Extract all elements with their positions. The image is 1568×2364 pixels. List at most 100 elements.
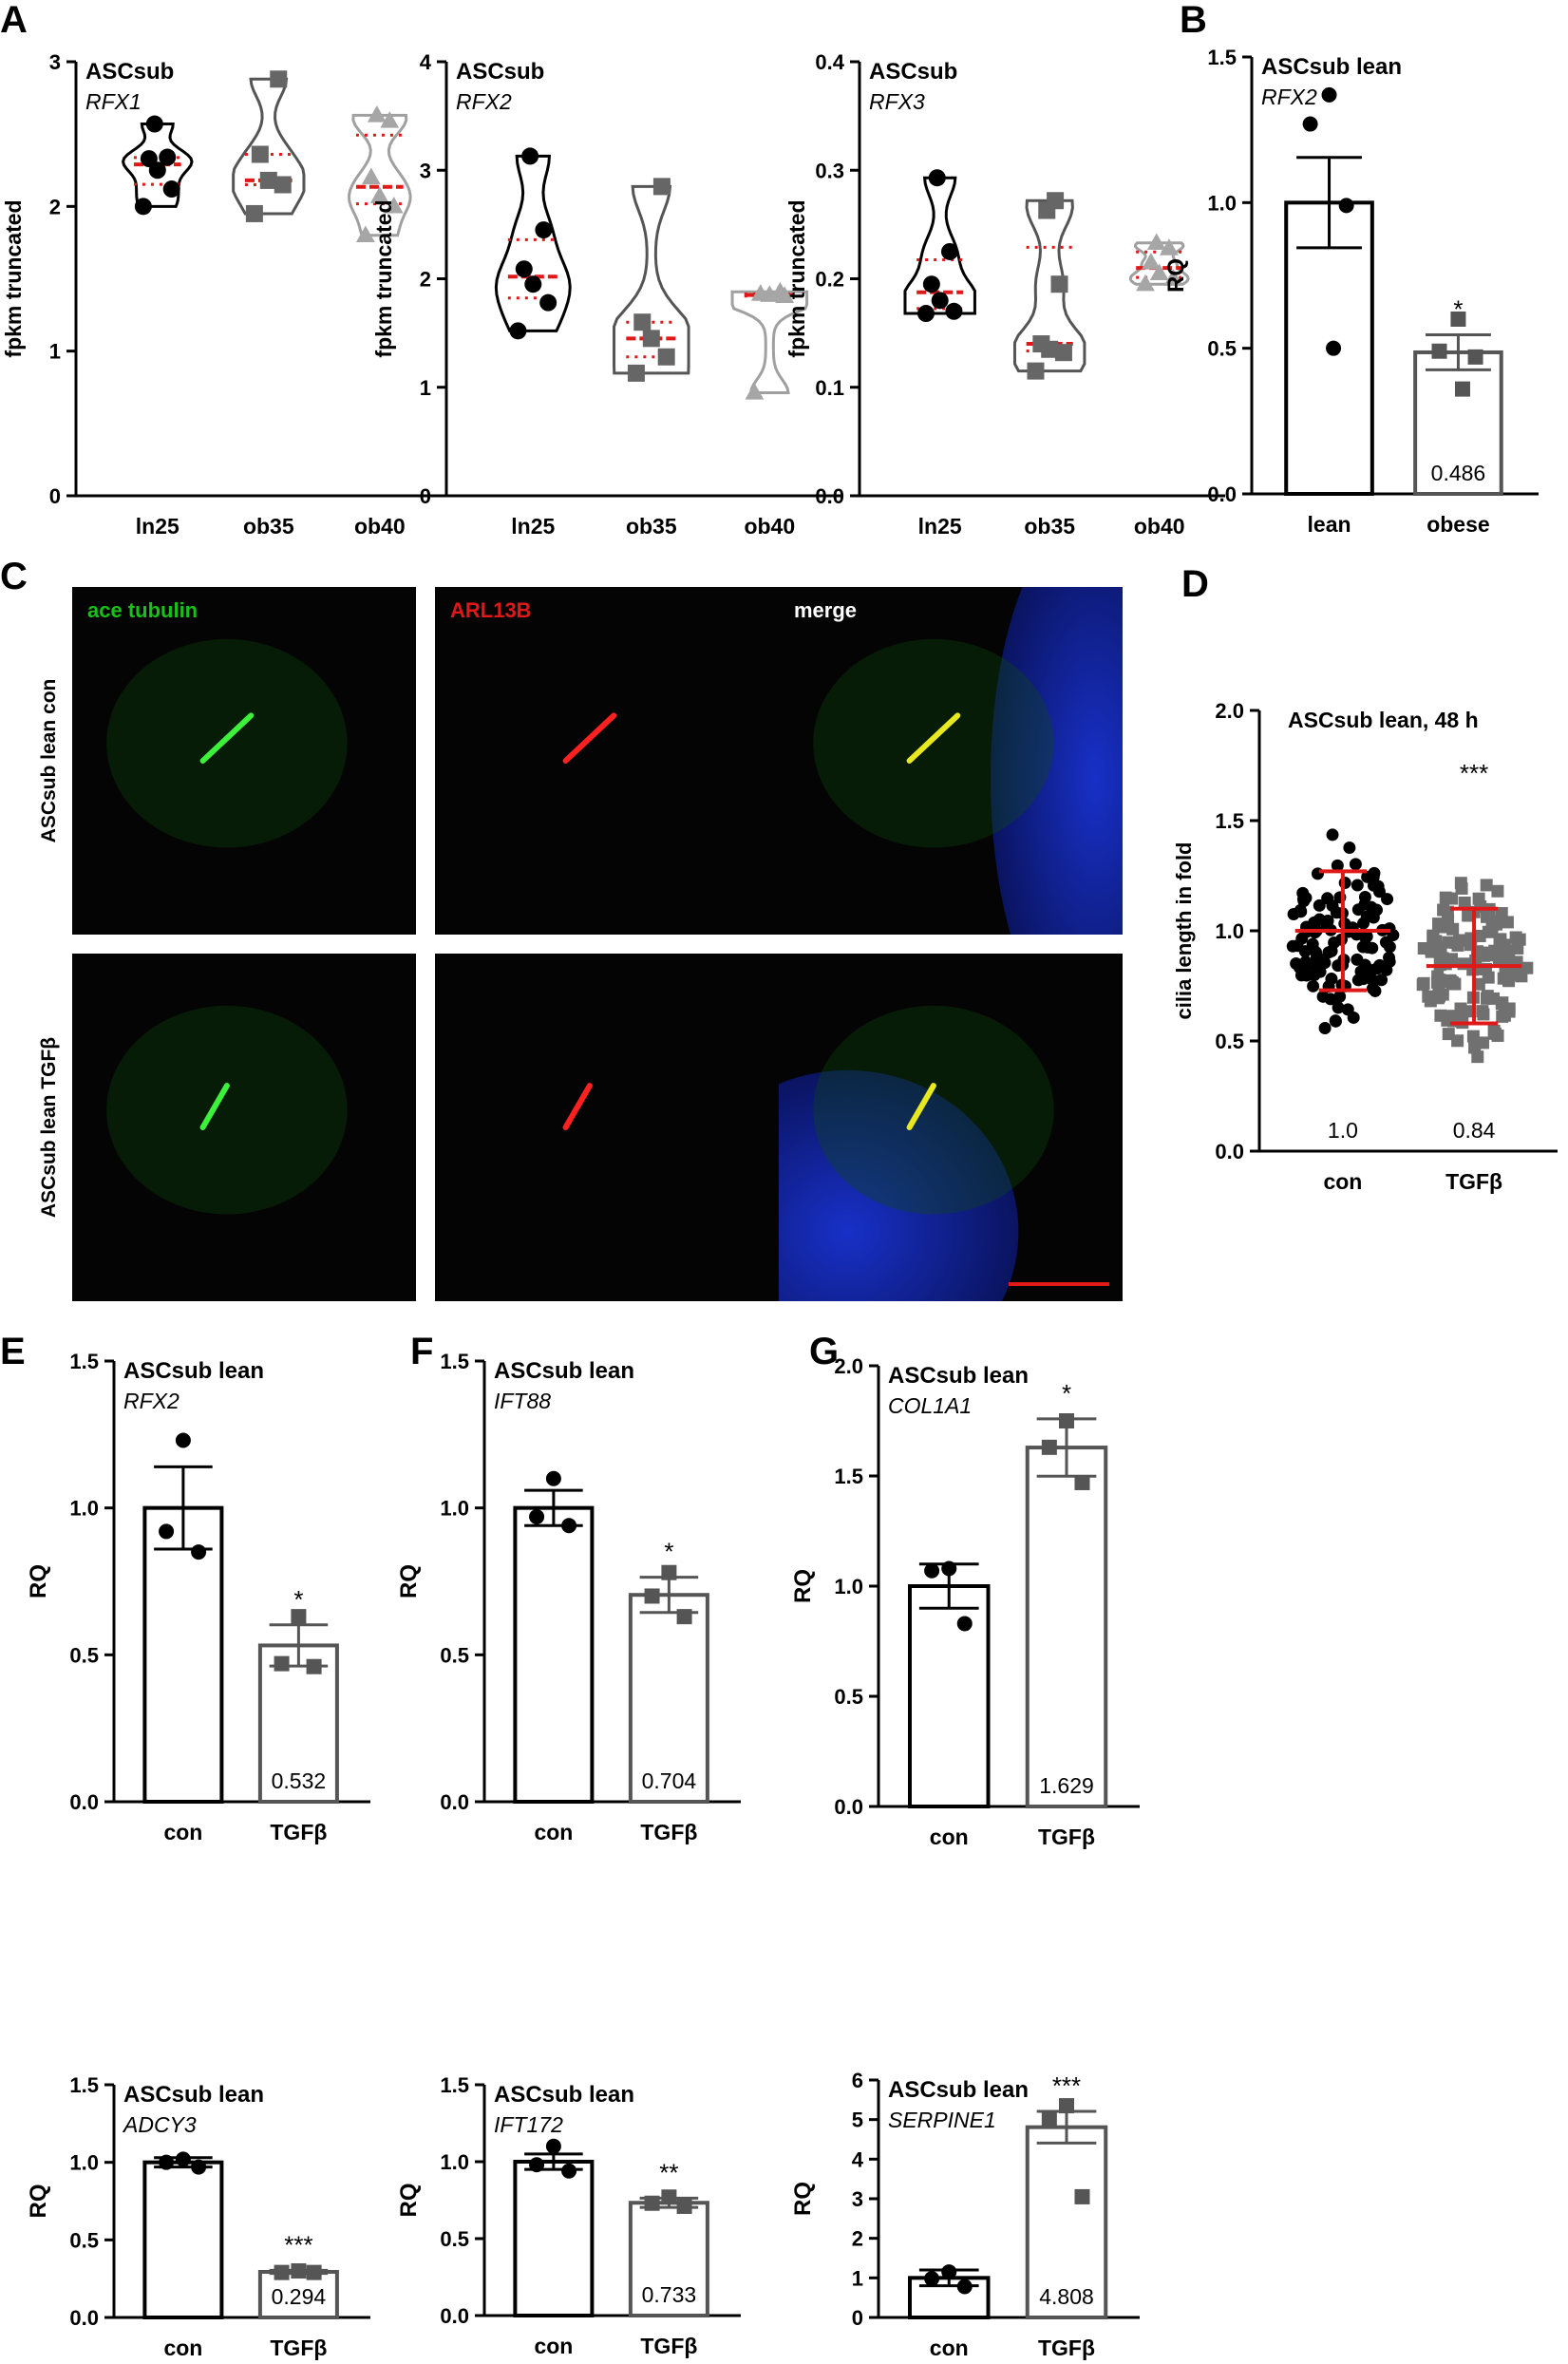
data-point bbox=[1326, 828, 1339, 842]
cilium bbox=[562, 712, 617, 764]
y-tick-label: 4 bbox=[420, 50, 432, 74]
data-point bbox=[661, 2189, 677, 2205]
micrograph-tile bbox=[779, 587, 1123, 935]
data-point bbox=[175, 2151, 191, 2167]
y-tick-label: 2 bbox=[852, 2227, 863, 2251]
data-point bbox=[1480, 879, 1493, 892]
chart-title: ASCsub lean bbox=[494, 1358, 634, 1384]
data-point bbox=[1294, 905, 1308, 918]
data-point bbox=[1307, 979, 1320, 993]
data-point bbox=[770, 281, 790, 299]
y-tick-label: 1.5 bbox=[834, 1465, 863, 1488]
violin-chart-A1: 0 1 2 3 ASCsub RFX1 ln25 ob35 ob40 fpkm truncated bbox=[1, 50, 446, 539]
data-point bbox=[652, 178, 671, 196]
data-point bbox=[1501, 916, 1514, 929]
chart-title: ASCsub bbox=[85, 59, 174, 85]
chart-title: ASCsub lean bbox=[888, 1363, 1029, 1389]
data-point bbox=[1059, 1413, 1074, 1428]
data-point bbox=[1417, 976, 1430, 990]
data-point bbox=[380, 111, 400, 128]
y-tick-label: 0.0 bbox=[440, 1790, 469, 1814]
data-point bbox=[924, 1562, 940, 1579]
y-axis-label: RQ bbox=[26, 1564, 51, 1598]
data-point bbox=[1380, 963, 1393, 976]
data-point bbox=[384, 196, 404, 214]
data-point bbox=[1431, 970, 1445, 983]
data-point bbox=[627, 364, 645, 382]
y-tick-label: 1.5 bbox=[69, 1350, 99, 1373]
row-label: ASCsub lean con bbox=[38, 679, 60, 843]
bar bbox=[628, 2201, 709, 2317]
y-tick-label: 5 bbox=[852, 2109, 863, 2132]
significance-marker: * bbox=[293, 1585, 303, 1614]
data-point bbox=[1381, 893, 1394, 906]
y-tick-label: 0.1 bbox=[815, 376, 844, 400]
y-tick-label: 1.5 bbox=[440, 2073, 469, 2097]
data-point bbox=[175, 1432, 191, 1448]
y-tick-label: 0.0 bbox=[69, 1790, 99, 1814]
data-point bbox=[545, 2138, 561, 2154]
x-tick-label: obese bbox=[1426, 512, 1489, 537]
x-tick-label: con bbox=[163, 1820, 202, 1844]
bar-chart-E1: 0.0 0.5 1.0 1.5 ASCsub lean RFX2 con * TGFβ 0.532… bbox=[26, 1350, 370, 1844]
data-point bbox=[1366, 973, 1379, 986]
x-tick-label: con bbox=[163, 2336, 202, 2360]
data-point bbox=[1482, 971, 1495, 984]
bar-chart-G1: 0.0 0.5 1.0 1.5 2.0 ASCsub lean COL1A1 con * TGFβ… bbox=[790, 1354, 1140, 1849]
micrograph-tile bbox=[435, 954, 779, 1301]
x-tick-label: ob40 bbox=[354, 514, 406, 539]
y-tick-label: 2.0 bbox=[1215, 699, 1244, 723]
y-tick-label: 0.0 bbox=[834, 1795, 863, 1819]
violin-chart-A3: 0.0 0.1 0.2 0.3 0.4 ASCsub RFX3 ln25 ob35 ob40 fpk… bbox=[784, 50, 1225, 539]
data-point bbox=[931, 292, 949, 310]
data-point bbox=[1297, 895, 1311, 908]
data-point bbox=[1502, 974, 1516, 988]
x-tick-label: ln25 bbox=[136, 514, 179, 539]
data-point bbox=[941, 2264, 957, 2280]
data-point bbox=[1074, 1474, 1090, 1490]
data-point bbox=[745, 383, 765, 400]
data-point bbox=[1074, 2188, 1090, 2204]
data-point bbox=[1313, 965, 1327, 978]
y-tick-label: 1.0 bbox=[1207, 191, 1237, 215]
data-point bbox=[1434, 1009, 1447, 1022]
y-axis-label: RQ bbox=[790, 2182, 816, 2216]
data-point bbox=[1059, 2098, 1074, 2114]
data-point bbox=[1360, 930, 1373, 943]
y-axis-label: RQ bbox=[1163, 258, 1189, 293]
microscopy-panel: ace tubulin ARL13B merge ASCsub lean con ASC… bbox=[38, 587, 1123, 1301]
data-point bbox=[1325, 944, 1338, 957]
y-axis-label: RQ bbox=[396, 2184, 422, 2218]
data-point bbox=[515, 260, 533, 278]
value-label: 0.294 bbox=[272, 2284, 327, 2309]
data-point bbox=[245, 204, 263, 222]
y-tick-label: 0.0 bbox=[440, 2304, 469, 2328]
bar bbox=[513, 1505, 595, 1804]
data-point bbox=[1495, 942, 1508, 955]
data-point bbox=[1468, 1036, 1482, 1050]
data-point bbox=[1442, 1028, 1455, 1041]
y-tick-label: 1.5 bbox=[440, 1350, 469, 1373]
y-axis-label: RQ bbox=[790, 1569, 816, 1603]
data-point bbox=[539, 293, 557, 312]
micrograph-tile bbox=[435, 587, 779, 935]
data-point bbox=[1054, 344, 1072, 362]
data-point bbox=[661, 1564, 677, 1580]
x-tick-label: TGFβ bbox=[640, 2334, 697, 2358]
chart-title: ASCsub bbox=[456, 59, 544, 85]
data-point bbox=[1318, 1022, 1332, 1035]
y-tick-label: 0.2 bbox=[815, 268, 844, 292]
x-tick-label: con bbox=[930, 1825, 969, 1849]
x-tick-label: con bbox=[930, 2336, 969, 2360]
data-point bbox=[191, 2159, 207, 2175]
data-point bbox=[1311, 867, 1324, 880]
data-point bbox=[1442, 936, 1455, 949]
data-point bbox=[535, 221, 553, 239]
data-point bbox=[1477, 1008, 1490, 1021]
data-point bbox=[274, 2264, 290, 2280]
y-tick-label: 6 bbox=[852, 2069, 863, 2092]
y-axis-label: fpkm truncated bbox=[784, 199, 809, 357]
data-point bbox=[1367, 870, 1380, 883]
chart-title: ASCsub lean bbox=[1261, 54, 1402, 80]
